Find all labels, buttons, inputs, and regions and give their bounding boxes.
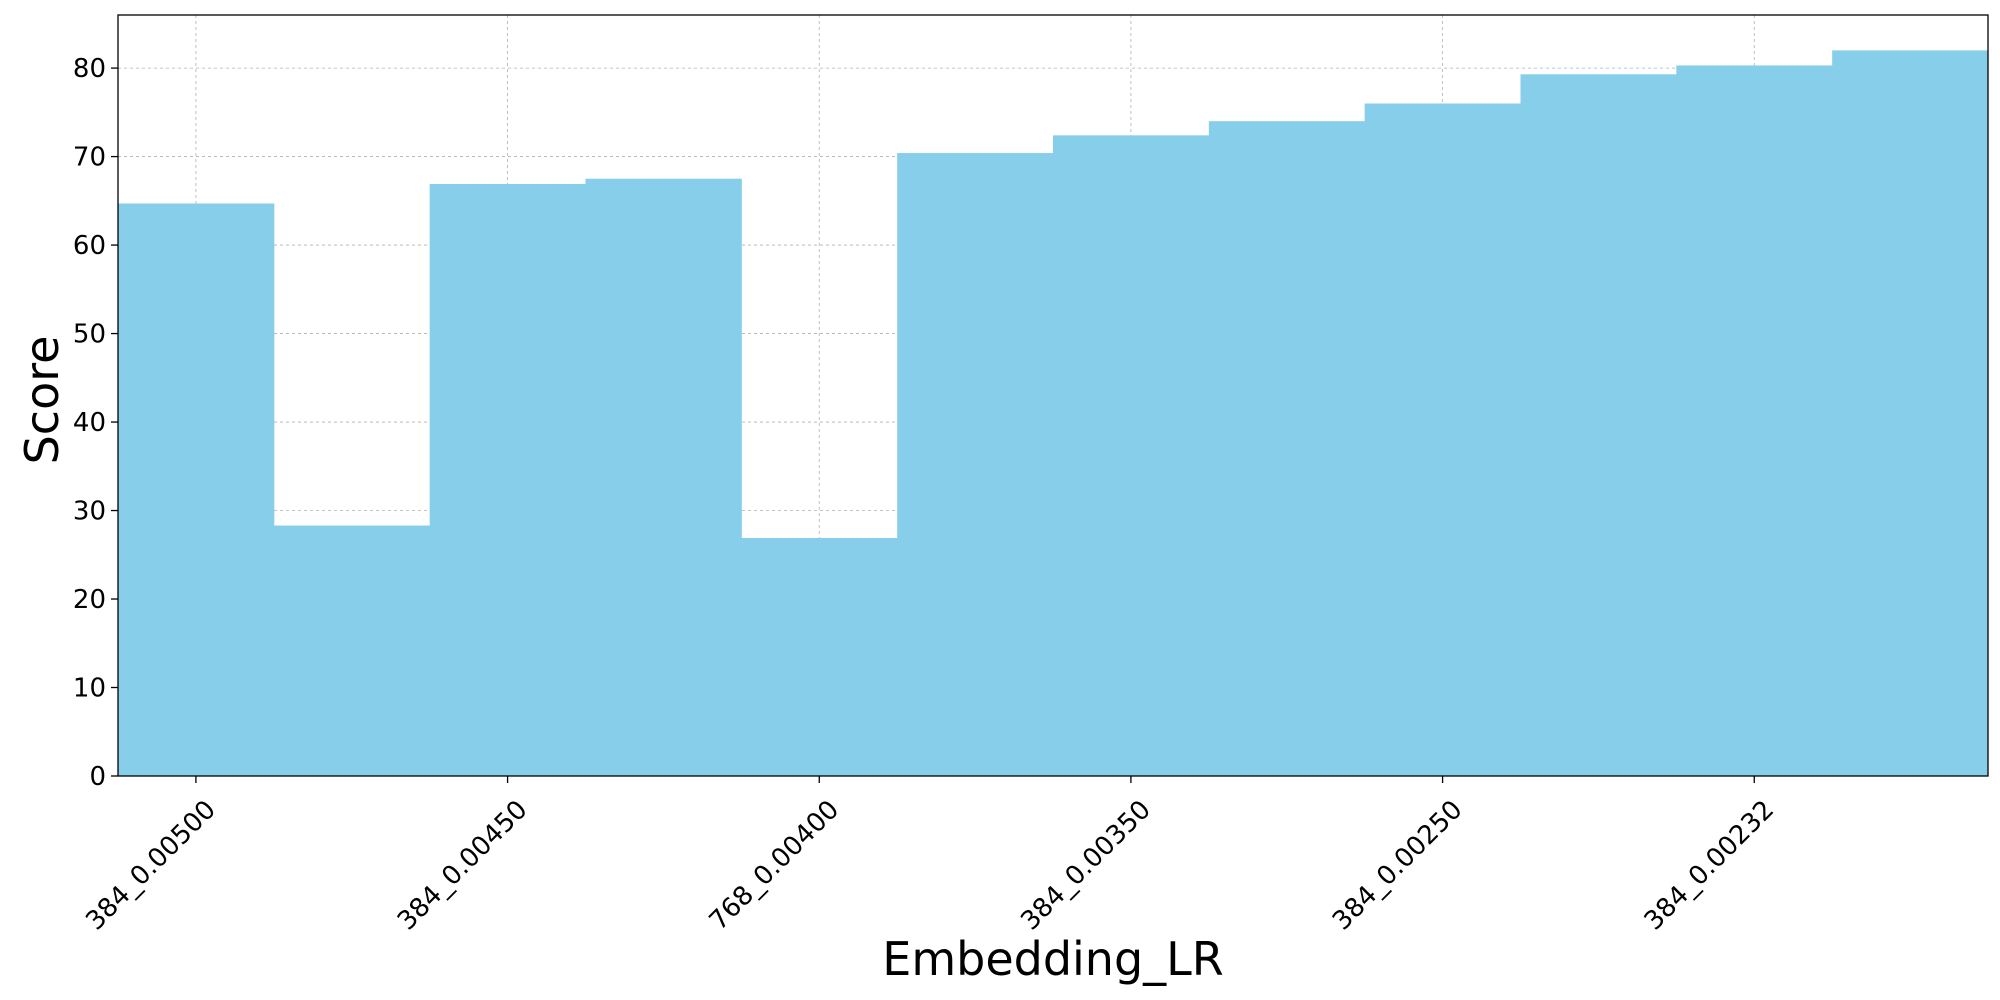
y-tick-label: 30: [73, 497, 106, 527]
x-tick-label: 384_0.00350: [1015, 795, 1157, 937]
bar: [1364, 103, 1521, 776]
y-tick-label: 0: [89, 762, 106, 792]
x-axis-ticks: 384_0.00500 384_0.00450 768_0.00400 384_0.0…: [80, 776, 1780, 936]
x-axis-label: Embedding_LR: [882, 932, 1224, 986]
bars: [118, 50, 1989, 777]
bar: [741, 537, 898, 776]
y-tick-label: 20: [73, 585, 106, 615]
bar: [1676, 65, 1833, 777]
y-axis-label: Score: [15, 336, 69, 465]
y-tick-label: 10: [73, 674, 106, 704]
y-axis-ticks: 0 10 20 30 40 50 60 70 80: [73, 54, 118, 792]
bar: [1053, 135, 1210, 777]
y-tick-label: 70: [73, 143, 106, 173]
bar: [1208, 121, 1366, 777]
x-tick-label: 768_0.00400: [704, 795, 846, 937]
bar: [897, 153, 1054, 776]
bar: [585, 178, 742, 776]
x-tick-label: 384_0.00500: [80, 795, 222, 937]
x-tick-label: 384_0.00450: [392, 795, 534, 937]
y-tick-label: 80: [73, 54, 106, 84]
bar: [118, 203, 275, 777]
bar: [1832, 50, 1989, 777]
y-tick-label: 40: [73, 408, 106, 438]
x-tick-label: 384_0.00232: [1639, 795, 1781, 937]
y-tick-label: 50: [73, 320, 106, 350]
bar: [429, 184, 586, 776]
bar: [1520, 74, 1677, 776]
x-tick-label: 384_0.00250: [1327, 795, 1469, 937]
plot-frame: [117, 14, 1989, 777]
y-tick-label: 60: [73, 231, 106, 261]
bar: [273, 525, 431, 776]
